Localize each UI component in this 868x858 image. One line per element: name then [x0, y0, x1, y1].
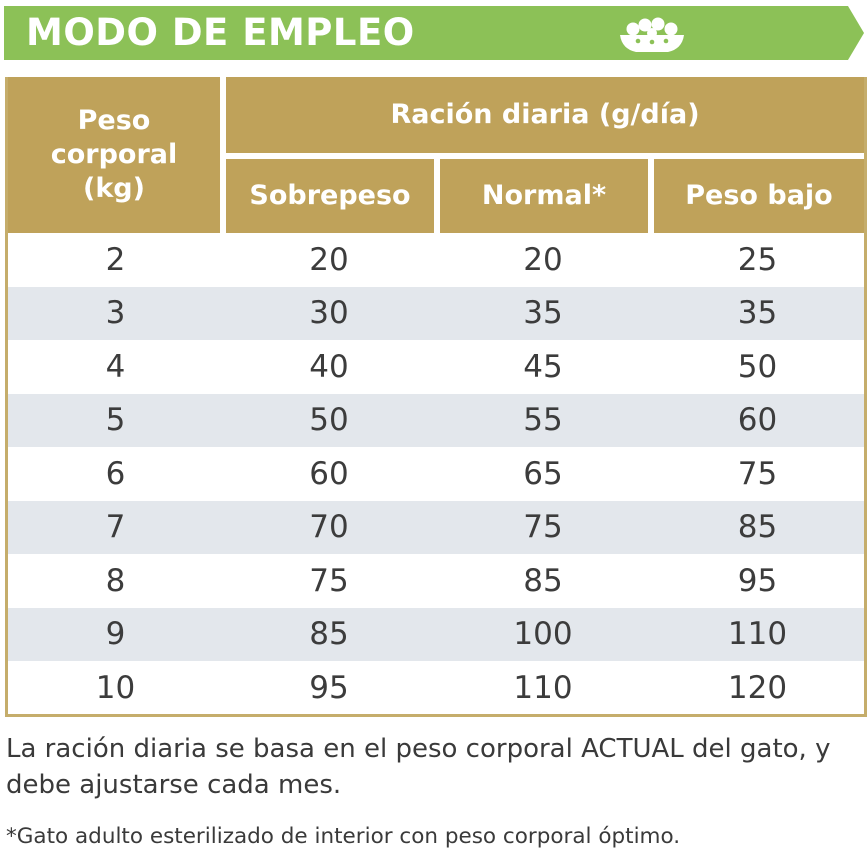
food-bowl-icon	[620, 17, 684, 52]
table-row: 6 60 65 75	[8, 447, 864, 501]
cell-peso-bajo: 110	[727, 616, 788, 653]
page-title: MODO DE EMPLEO	[26, 11, 415, 54]
cell-sobrepeso: 70	[309, 509, 349, 546]
table-body: 2 20 20 25 3 30 35 35 4 40 45 50 5 50 55…	[8, 233, 864, 714]
cell-peso-bajo: 35	[737, 295, 778, 332]
header-banner: MODO DE EMPLEO	[4, 6, 864, 60]
cell-sobrepeso: 40	[309, 348, 349, 385]
cell-normal: 55	[523, 402, 563, 439]
cell-peso-bajo: 50	[737, 348, 778, 385]
cell-peso: 8	[105, 562, 126, 599]
cell-sobrepeso: 85	[309, 616, 349, 653]
table-row: 9 85 100 110	[8, 607, 864, 661]
cell-sobrepeso: 75	[309, 562, 349, 599]
cell-peso-bajo: 25	[737, 241, 778, 278]
cell-sobrepeso: 20	[309, 241, 349, 278]
cell-sobrepeso: 50	[309, 402, 349, 439]
table-row: 3 30 35 35	[8, 286, 864, 340]
feeding-table: Peso corporal (kg) Ración diaria (g/día)…	[5, 77, 867, 717]
cell-sobrepeso: 60	[309, 455, 349, 492]
cell-peso-bajo: 120	[727, 669, 788, 706]
cell-normal: 35	[523, 295, 563, 332]
header-peso-line-1: Peso	[77, 105, 151, 136]
cell-peso: 7	[105, 509, 126, 546]
cell-normal: 85	[523, 562, 563, 599]
cell-sobrepeso: 30	[309, 295, 349, 332]
header-normal: Normal*	[440, 159, 648, 233]
cell-peso: 4	[105, 348, 126, 385]
table-row: 2 20 20 25	[8, 233, 864, 287]
header-racion-diaria: Ración diaria (g/día)	[226, 77, 864, 153]
cell-normal: 65	[523, 455, 563, 492]
cell-peso-bajo: 85	[737, 509, 778, 546]
cell-peso-bajo: 75	[737, 455, 778, 492]
table-row: 8 75 85 95	[8, 554, 864, 608]
header-peso-line-2: corporal	[50, 139, 178, 170]
header-peso-bajo: Peso bajo	[654, 159, 864, 233]
cell-peso: 2	[105, 241, 126, 278]
cell-peso: 6	[105, 455, 126, 492]
cell-normal: 75	[523, 509, 563, 546]
cell-sobrepeso: 95	[309, 669, 349, 706]
cell-peso-bajo: 60	[737, 402, 778, 439]
table-row: 5 50 55 60	[8, 393, 864, 447]
cell-peso: 9	[105, 616, 126, 653]
table-header: Peso corporal (kg) Ración diaria (g/día)…	[8, 77, 864, 235]
cell-peso: 5	[105, 402, 126, 439]
cell-normal: 110	[513, 669, 573, 706]
cell-peso: 10	[95, 669, 136, 706]
cell-normal: 45	[523, 348, 563, 385]
ration-note: La ración diaria se basa en el peso corp…	[6, 734, 831, 800]
header-peso-corporal: Peso corporal (kg)	[8, 77, 220, 233]
table-row: 4 40 45 50	[8, 340, 864, 394]
footnote: *Gato adulto esterilizado de interior co…	[6, 824, 681, 849]
header-peso-line-3: (kg)	[83, 173, 145, 204]
header-sobrepeso: Sobrepeso	[226, 159, 434, 233]
cell-peso-bajo: 95	[737, 562, 778, 599]
table-row: 10 95 110 120	[8, 661, 864, 714]
cell-normal: 20	[523, 241, 563, 278]
cell-peso: 3	[105, 295, 126, 332]
cell-normal: 100	[513, 616, 573, 653]
table-row: 7 70 75 85	[8, 500, 864, 554]
